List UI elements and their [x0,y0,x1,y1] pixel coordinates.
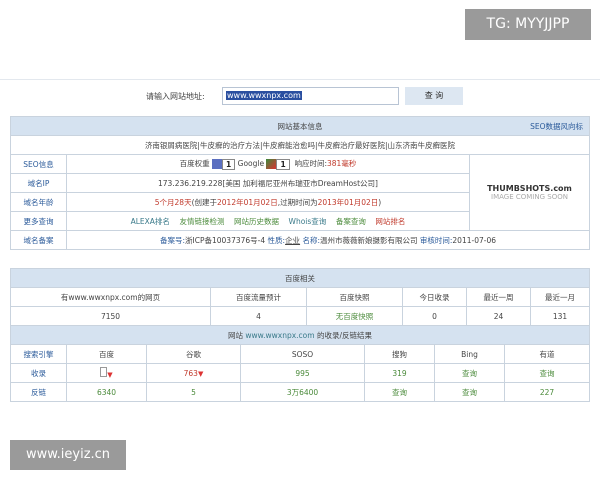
baidu-title: 百度相关 [10,268,590,288]
watermark-bottom: www.ieyiz.cn [10,440,126,470]
results-header: 有道 [504,344,590,364]
google-icon [266,159,277,170]
baidu-value: 0 [402,306,467,326]
age-label: 域名年龄 [10,192,67,212]
response-value: 381毫秒 [327,159,357,169]
bing-indexed-query[interactable]: 查询 [434,363,505,383]
url-input-value: www.wwxnpx.com [226,91,302,100]
search-bar: 请输入网站地址: www.wwxnpx.com 查 询 [0,86,600,106]
baidu-weight-label: 百度权重 [179,159,210,169]
watermark-top: TG: MYYJJPP [465,9,591,40]
baidu-header: 百度流量预计 [210,287,307,307]
age-created-prefix: (创建于 [191,197,218,207]
baidu-header: 最近一月 [530,287,590,307]
age-expire-prefix: ,过期时间为 [277,197,318,207]
results-header: Bing [434,344,505,364]
icp-name: 温州市薇薇新娘摄影有限公司 [319,235,418,245]
down-arrow-icon: ▼ [107,371,113,379]
keyword-links[interactable]: 济南银屑病医院|牛皮癣的治疗方法|牛皮癣能治愈吗|牛皮癣治疗最好医院|山东济南牛… [10,135,590,155]
google-indexed-value: 763 [183,368,198,378]
age-expire: 2013年01月02日 [317,197,379,207]
baidu-value: 7150 [10,306,211,326]
results-table: 网站 www.wwxnpx.com 的收录/反链结果 搜索引擎 百度 谷歌 SOSO 搜… [10,325,590,402]
results-header: SOSO [240,344,365,364]
response-label: 响应时间: [294,159,328,169]
thumb-text: IMAGE COMING SOON [491,193,568,201]
results-title-domain[interactable]: www.wwxnpx.com [245,330,315,340]
baidu-snapshot[interactable]: 无百度快照 [306,306,403,326]
bing-backlinks-query[interactable]: 查询 [434,382,505,402]
baidu-paw-icon [212,159,223,170]
icp-date: 2011-07-06 [452,235,496,245]
friend-link-check[interactable]: 友情链接检测 [179,216,225,226]
whois-link[interactable]: Whois查询 [288,216,327,226]
results-title-suffix: 的收录/反链结果 [316,330,372,340]
ip-value: 173.236.219.228[美国 加利福尼亚州布瑞亚市DreamHost公司… [66,173,470,193]
thumbnail: THUMBSHOTS.com IMAGE COMING SOON [468,154,591,231]
results-title-prefix: 网站 [228,330,243,340]
google-pr-value: 1 [276,158,290,170]
loading-icon [100,367,108,377]
google-backlinks: 5 [146,382,241,402]
youdao-backlinks: 227 [504,382,590,402]
baidu-header: 有www.wwxnpx.com的网页 [10,287,211,307]
youdao-indexed-query[interactable]: 查询 [504,363,590,383]
history-link[interactable]: 网站历史数据 [234,216,279,226]
icp-label: 域名备案 [10,230,67,250]
divider [0,79,600,80]
age-duration: 5个月28天 [154,197,192,207]
rank-link[interactable]: 网站排名 [375,216,406,226]
seo-label: SEO信息 [10,154,67,174]
age-suffix: ) [378,197,382,207]
results-header: 搜索引擎 [10,344,67,364]
icp-date-label: 审核时间: [419,235,453,245]
icp-name-label: 名称: [302,235,320,245]
sogou-backlinks-query[interactable]: 查询 [364,382,435,402]
down-arrow-icon: ▼ [197,369,204,378]
more-links: ALEXA排名 友情链接检测 网站历史数据 Whois查询 备案查询 网站排名 [66,211,470,231]
baidu-backlinks: 6340 [66,382,147,402]
baidu-table: 百度相关 有www.wwxnpx.com的网页 百度流量预计 百度快照 今日收录 最近一… [10,268,590,326]
row-label-backlinks: 反链 [10,382,67,402]
icp-no-label: 备案号: [159,235,186,245]
baidu-header: 百度快照 [306,287,403,307]
seo-trend-link[interactable]: SEO数据风向标 [530,121,583,131]
baidu-weight-value: 1 [222,158,236,170]
results-header: 搜狗 [364,344,435,364]
results-title: 网站 www.wwxnpx.com 的收录/反链结果 [10,325,590,345]
baidu-value: 4 [210,306,307,326]
icp-type[interactable]: 企业 [285,235,301,245]
more-label: 更多查询 [10,211,67,231]
search-label: 请输入网站地址: [146,92,205,101]
baidu-header: 最近一周 [466,287,531,307]
thumb-logo: THUMBSHOTS.com [487,184,572,193]
baidu-value: 131 [530,306,590,326]
icp-info: 备案号:浙ICP备10037376号-4 性质:企业 名称:温州市薇薇新娘摄影有… [66,230,590,250]
age-created: 2012年01月02日 [217,197,278,207]
basic-info-title: 网站基本信息 [277,121,323,131]
soso-indexed: 995 [240,363,365,383]
sogou-indexed: 319 [364,363,435,383]
results-header: 谷歌 [146,344,241,364]
baidu-value: 24 [466,306,531,326]
ip-label: 域名IP [10,173,67,193]
row-label-indexed: 收录 [10,363,67,383]
results-header: 百度 [66,344,147,364]
query-button[interactable]: 查 询 [405,87,463,105]
soso-backlinks: 3万6400 [240,382,365,402]
age-value: 5个月28天(创建于2012年01月02日,过期时间为2013年01月02日) [66,192,470,212]
google-indexed: 763▼ [146,363,241,383]
baidu-indexed: ▼ [66,363,147,383]
alexa-link[interactable]: ALEXA排名 [130,216,170,226]
baidu-header: 今日收录 [402,287,467,307]
google-label: Google [237,159,265,169]
basic-info-table: 网站基本信息 SEO数据风向标 济南银屑病医院|牛皮癣的治疗方法|牛皮癣能治愈吗|… [10,116,591,250]
icp-type-label: 性质: [267,235,286,245]
url-input[interactable]: www.wwxnpx.com [222,87,399,105]
icp-no: 浙ICP备10037376号-4 [185,235,266,245]
icp-link[interactable]: 备案查询 [335,216,366,226]
